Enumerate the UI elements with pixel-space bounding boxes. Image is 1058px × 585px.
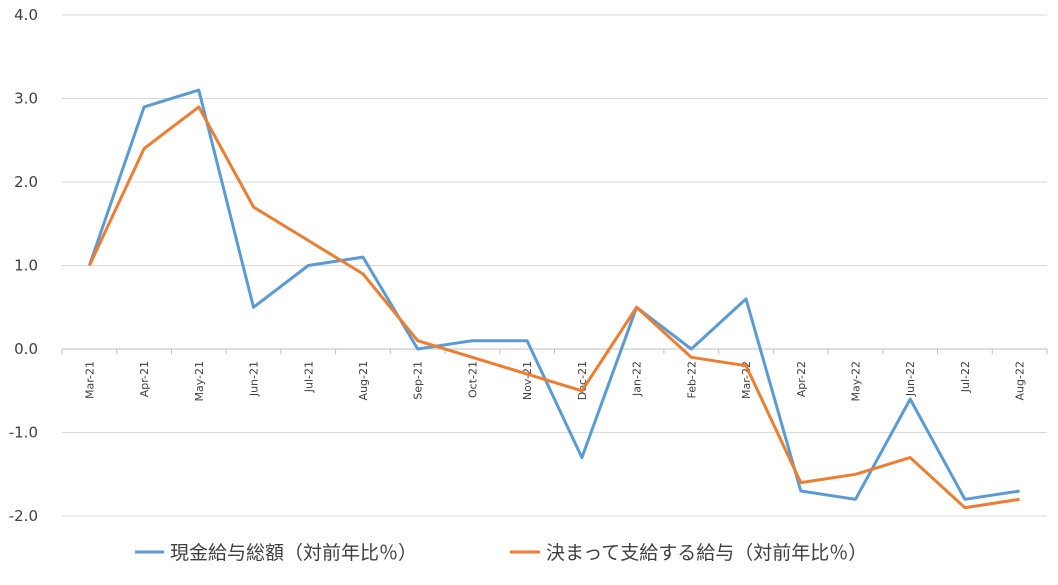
- x-tick-label: Apr-22: [795, 361, 808, 397]
- series-line-1: [87, 88, 1020, 501]
- x-tick-label: Jul-22: [959, 361, 972, 393]
- x-tick-label: Feb-22: [685, 361, 698, 398]
- y-tick-label: 2.0: [14, 173, 38, 191]
- x-tick-label: Jan-22: [631, 361, 644, 397]
- y-axis-ticks: 4.0 3.0 2.0 1.0 0.0 -1.0 -2.0: [9, 6, 38, 525]
- legend-label-series-2: 決まって支給する給与（対前年比％）: [546, 542, 867, 564]
- x-tick-label: Jun-22: [904, 361, 917, 397]
- x-tick-label: Apr-21: [138, 361, 151, 397]
- y-tick-label: 4.0: [14, 6, 38, 24]
- y-tick-label: 0.0: [14, 340, 38, 358]
- y-tick-label: 1.0: [14, 257, 38, 275]
- x-tick-label: Jul-21: [302, 361, 315, 393]
- y-tick-label: -1.0: [9, 424, 38, 442]
- series-lines: [87, 88, 1020, 510]
- x-tick-label: Aug-21: [357, 361, 370, 400]
- series-line-2: [88, 105, 1020, 510]
- y-tick-label: 3.0: [14, 90, 38, 108]
- x-tick-label: Nov-21: [521, 361, 534, 400]
- x-tick-label: May-21: [193, 361, 206, 402]
- x-tick-label: Aug-22: [1014, 361, 1027, 400]
- gridlines: [61, 14, 1048, 517]
- x-tick-label: Jun-21: [248, 361, 261, 397]
- x-tick-label: May-22: [849, 361, 862, 402]
- x-tick-label: Mar-21: [83, 361, 96, 399]
- legend: 現金給与総額（対前年比％） 決まって支給する給与（対前年比％）: [135, 542, 867, 564]
- legend-label-series-1: 現金給与総額（対前年比％）: [170, 542, 417, 564]
- y-tick-label: -2.0: [9, 507, 38, 525]
- x-tick-label: Oct-21: [466, 361, 479, 398]
- x-tick-label: Sep-21: [412, 361, 425, 400]
